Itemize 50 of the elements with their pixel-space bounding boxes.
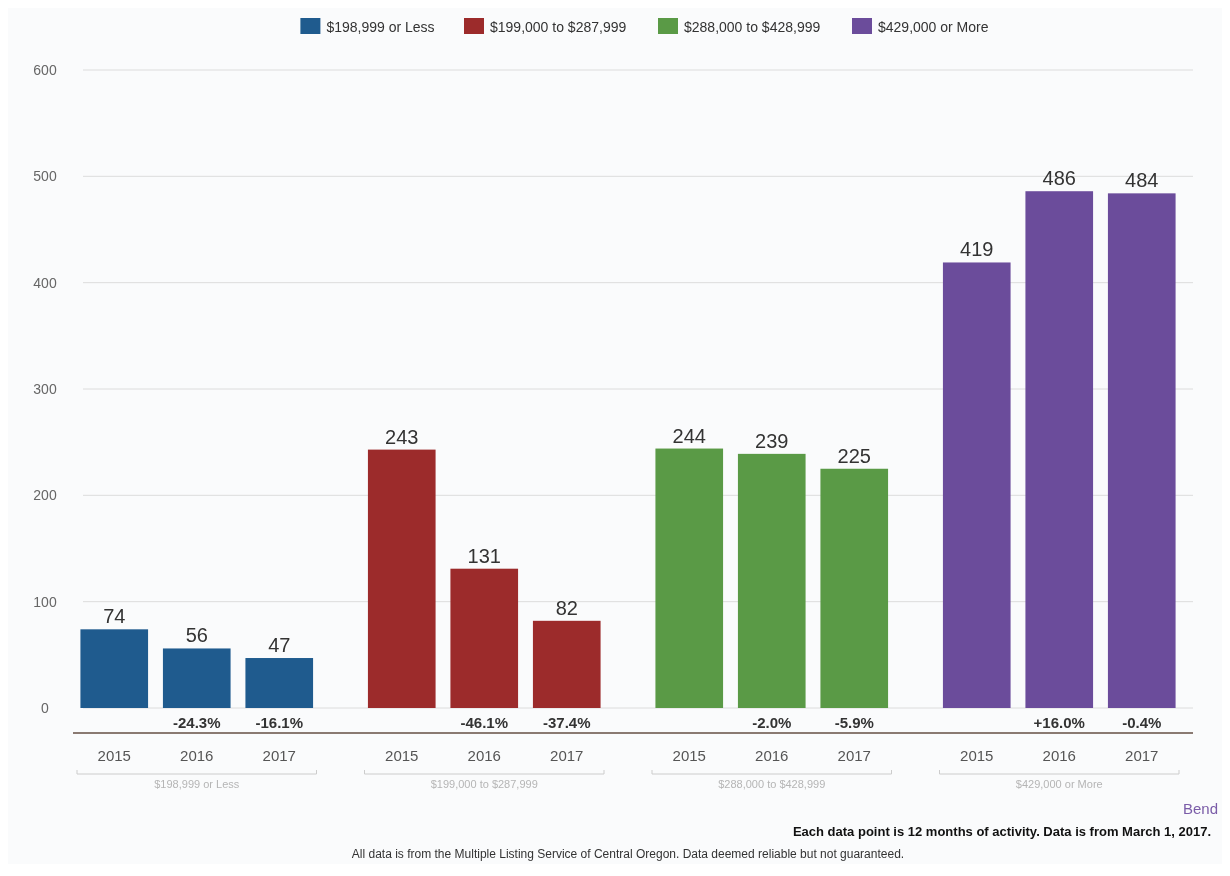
legend-label: $288,000 to $428,999: [684, 19, 821, 35]
y-tick-label: 300: [33, 381, 57, 397]
legend-label: $198,999 or Less: [326, 19, 435, 35]
data-label: 419: [960, 238, 994, 261]
x-tick-label: 2017: [550, 747, 584, 764]
text: -5.9%: [834, 714, 874, 731]
text: -2.0%: [752, 714, 792, 731]
y-tick-label: 200: [33, 487, 57, 504]
x-tick-label: 2015: [672, 747, 706, 764]
data-label: 243: [385, 425, 419, 448]
text: $288,000 to $428,999: [718, 778, 826, 790]
x-tick-label: 2017: [262, 747, 296, 764]
data-label: 484: [1125, 169, 1159, 192]
data-label: 244: [672, 424, 706, 447]
x-tick-label: 2017: [837, 747, 871, 764]
x-tick-label: 2015: [385, 747, 419, 764]
y-tick-label: 600: [33, 62, 57, 78]
text: $198,999 or Less: [154, 778, 240, 790]
text: -37.4%: [542, 714, 591, 731]
legend-label: $199,000 to $287,999: [490, 19, 627, 35]
text: All data is from the Multiple Listing Service of Central Oregon. Data deemed reliable but not guaranteed.: [351, 847, 905, 861]
text: -46.1%: [460, 714, 509, 731]
x-tick-label: 2016: [1042, 747, 1076, 764]
y-tick-label: 0: [41, 700, 50, 716]
text: -16.1%: [255, 714, 304, 731]
x-tick-label: 2016: [467, 747, 501, 764]
text: -24.3%: [172, 714, 221, 731]
legend-label: $429,000 or More: [878, 19, 989, 35]
data-label: 239: [755, 429, 789, 452]
data-label: 131: [467, 544, 501, 567]
text: -0.4%: [1122, 714, 1162, 731]
text: $199,000 to $287,999: [430, 778, 538, 790]
x-tick-label: 2016: [755, 747, 789, 764]
data-label: 82: [555, 596, 578, 619]
y-tick-label: 100: [33, 593, 57, 610]
data-label: 56: [185, 624, 208, 647]
text: Each data point is 12 months of activity. Data is from March 1, 2017.: [792, 824, 1211, 839]
data-label: 74: [103, 605, 126, 628]
text: Bend: [1182, 800, 1218, 817]
y-tick-label: 400: [33, 274, 57, 291]
data-label: 225: [837, 444, 871, 467]
text: $429,000 or More: [1015, 778, 1103, 790]
x-tick-label: 2017: [1125, 747, 1159, 764]
data-label: 47: [268, 634, 291, 657]
y-tick-label: 500: [33, 168, 57, 185]
x-tick-label: 2015: [960, 747, 994, 764]
x-tick-label: 2015: [97, 747, 131, 764]
x-tick-label: 2016: [180, 747, 214, 764]
text: +16.0%: [1033, 714, 1085, 731]
data-label: 486: [1042, 167, 1076, 190]
